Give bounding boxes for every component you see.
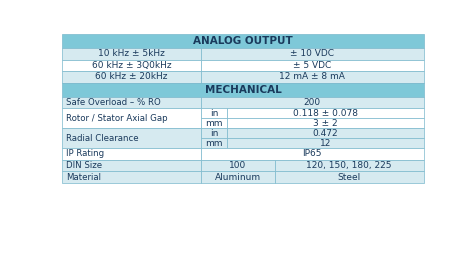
Text: Material: Material	[66, 173, 101, 182]
Bar	[63, 48, 201, 60]
Bar	[63, 83, 423, 97]
Bar	[228, 128, 423, 138]
Text: in: in	[210, 129, 219, 138]
Bar	[201, 148, 423, 160]
Text: in: in	[210, 109, 219, 118]
Text: ANALOG OUTPUT: ANALOG OUTPUT	[193, 36, 293, 46]
Bar	[201, 108, 228, 118]
Bar	[228, 108, 423, 118]
Bar	[63, 108, 201, 128]
Text: IP Rating: IP Rating	[66, 149, 104, 159]
Bar	[63, 60, 201, 71]
Bar	[63, 34, 423, 48]
Text: 200: 200	[304, 98, 321, 107]
Text: mm: mm	[206, 139, 223, 148]
Bar	[201, 118, 228, 128]
Bar	[275, 171, 423, 183]
Text: ± 10 VDC: ± 10 VDC	[290, 49, 334, 58]
Bar	[201, 160, 275, 171]
Text: MECHANICAL: MECHANICAL	[205, 85, 281, 95]
Text: mm: mm	[206, 119, 223, 128]
Bar	[228, 138, 423, 148]
Bar	[201, 97, 423, 108]
Bar	[275, 160, 423, 171]
Text: Aluminum: Aluminum	[215, 173, 261, 182]
Text: Steel: Steel	[337, 173, 361, 182]
Text: 12: 12	[320, 139, 331, 148]
Text: 0.472: 0.472	[313, 129, 338, 138]
Text: 100: 100	[229, 161, 246, 170]
Bar	[63, 97, 201, 108]
Bar	[201, 128, 228, 138]
Text: 60 kHz ± 20kHz: 60 kHz ± 20kHz	[95, 72, 168, 81]
Bar	[201, 48, 423, 60]
Text: 120, 150, 180, 225: 120, 150, 180, 225	[306, 161, 392, 170]
Bar	[63, 71, 201, 83]
Bar	[201, 171, 275, 183]
Text: 0.118 ± 0.078: 0.118 ± 0.078	[293, 109, 358, 118]
Bar	[201, 138, 228, 148]
Bar	[228, 118, 423, 128]
Text: ± 5 VDC: ± 5 VDC	[293, 61, 331, 70]
Bar	[63, 171, 201, 183]
Text: Radial Clearance: Radial Clearance	[66, 134, 139, 143]
Text: 3 ± 2: 3 ± 2	[313, 119, 338, 128]
Bar	[63, 160, 201, 171]
Text: 12 mA ± 8 mA: 12 mA ± 8 mA	[279, 72, 345, 81]
Bar	[201, 71, 423, 83]
Text: 60 kHz ± 3Q0kHz: 60 kHz ± 3Q0kHz	[92, 61, 172, 70]
Text: IP65: IP65	[302, 149, 322, 159]
Bar	[63, 128, 201, 148]
Bar	[201, 60, 423, 71]
Text: Safe Overload – % RO: Safe Overload – % RO	[66, 98, 161, 107]
Bar	[63, 148, 201, 160]
Text: 10 kHz ± 5kHz: 10 kHz ± 5kHz	[98, 49, 165, 58]
Text: Rotor / Stator Axial Gap: Rotor / Stator Axial Gap	[66, 114, 168, 123]
Text: DIN Size: DIN Size	[66, 161, 102, 170]
